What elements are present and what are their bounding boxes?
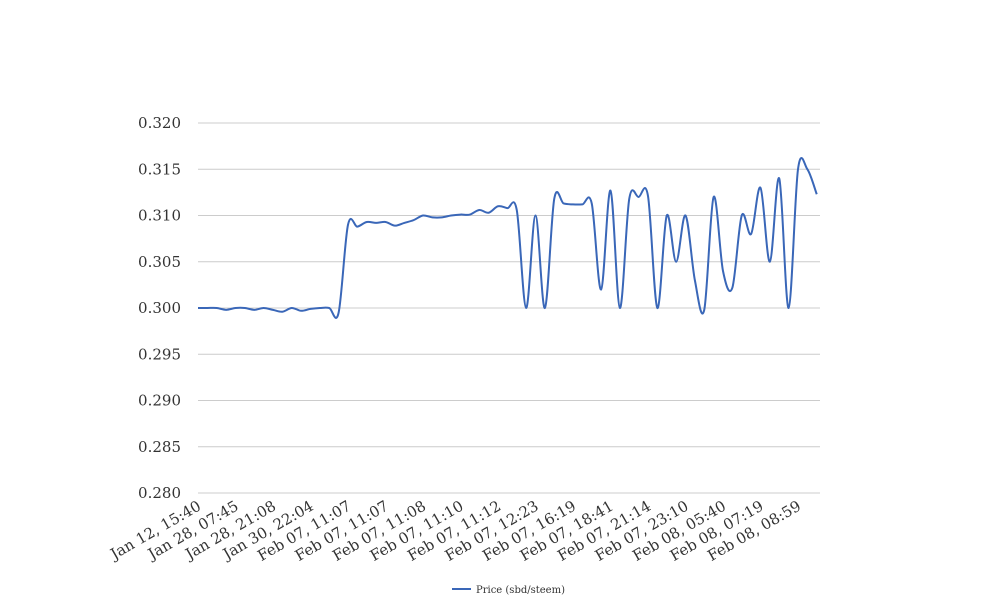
legend-label: Price (sbd/steem) — [476, 585, 565, 596]
y-tick-label: 0.290 — [138, 392, 181, 410]
y-tick-label: 0.315 — [138, 160, 181, 178]
y-tick-label: 0.310 — [138, 207, 181, 225]
y-tick-label: 0.295 — [138, 345, 181, 363]
y-tick-label: 0.280 — [138, 484, 181, 502]
y-tick-label: 0.300 — [138, 299, 181, 317]
y-tick-label: 0.305 — [138, 253, 181, 271]
y-tick-label: 0.320 — [138, 114, 181, 132]
price-line — [197, 156, 818, 319]
y-tick-label: 0.285 — [138, 438, 181, 456]
